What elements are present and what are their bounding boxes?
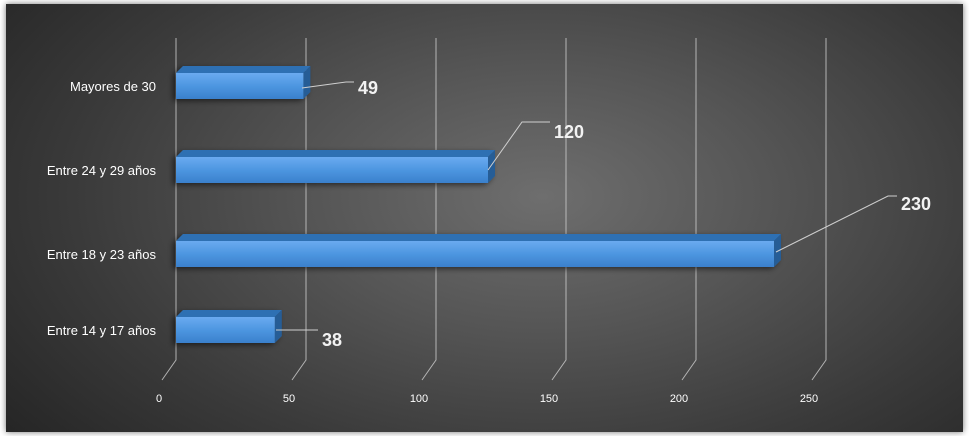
chart-area: 0 50 100 150 200 250 Mayores de 30 Entre 24 y … [6,4,963,432]
data-labels: 49 120 230 38 [276,78,931,350]
category-label: Entre 24 y 29 años [47,163,157,178]
data-label: 230 [901,194,931,214]
bar-side-face [488,150,495,183]
gridline-250 [811,38,827,381]
bar-front-face [176,157,488,183]
gridline-0 [161,38,177,381]
data-label-leader [775,195,897,253]
gridline-150 [551,38,567,381]
y-axis-categories: Mayores de 30 Entre 24 y 29 años Entre 18 … [47,79,157,338]
bar [176,310,282,343]
x-tick-label-150: 150 [540,393,558,405]
bars [176,66,781,343]
bar-top-face [176,310,282,317]
bar-front-face [176,73,304,99]
data-label: 120 [554,122,584,142]
gridline-50 [291,38,307,381]
x-tick-label-50: 50 [283,393,295,405]
x-tick-label-0: 0 [156,393,162,405]
bar-side-face [274,310,282,343]
bar [176,234,781,267]
bar-side-face [774,234,781,267]
category-label: Entre 18 y 23 años [47,247,157,262]
category-label: Mayores de 30 [70,79,156,94]
bar-side-face [303,66,311,99]
bar [176,150,495,183]
gridline-100 [421,38,437,381]
x-axis-ticks: 0 50 100 150 200 250 [156,393,818,405]
gridline-200 [681,38,697,381]
data-label: 49 [358,78,378,98]
data-label: 38 [322,330,342,350]
bar-top-face [176,66,311,73]
bar-front-face [176,241,774,267]
x-tick-label-200: 200 [670,393,688,405]
x-tick-label-100: 100 [410,393,428,405]
data-label-leader [487,121,550,171]
bar-chart: 0 50 100 150 200 250 Mayores de 30 Entre 24 y … [47,38,931,405]
bar-top-face [176,234,781,241]
gridlines [161,38,827,381]
category-label: Entre 14 y 17 años [47,323,157,338]
bar [176,66,311,99]
bar-front-face [176,317,275,343]
data-label-leader [301,81,354,89]
bar-top-face [176,150,495,157]
x-tick-label-250: 250 [800,393,818,405]
